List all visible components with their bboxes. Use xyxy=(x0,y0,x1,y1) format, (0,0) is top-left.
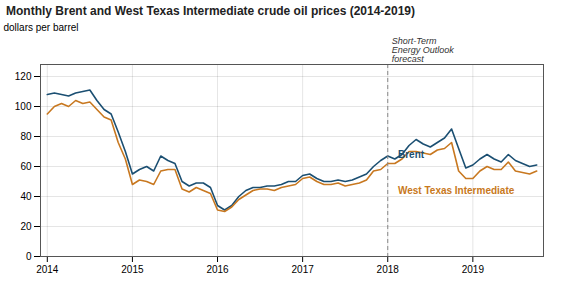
svg-text:60: 60 xyxy=(20,161,32,172)
svg-text:2014: 2014 xyxy=(36,264,59,275)
svg-text:2015: 2015 xyxy=(121,264,144,275)
svg-text:2019: 2019 xyxy=(462,264,485,275)
svg-text:40: 40 xyxy=(20,191,32,202)
svg-text:Short-TermEnergy Outlookforeca: Short-TermEnergy Outlookforecast xyxy=(392,36,455,64)
svg-text:2017: 2017 xyxy=(292,264,315,275)
svg-text:80: 80 xyxy=(20,131,32,142)
svg-text:Brent: Brent xyxy=(398,149,425,160)
svg-text:West Texas Intermediate: West Texas Intermediate xyxy=(398,185,515,196)
svg-text:120: 120 xyxy=(15,71,32,82)
svg-text:2018: 2018 xyxy=(377,264,400,275)
svg-text:dollars per barrel: dollars per barrel xyxy=(4,22,79,33)
svg-text:0: 0 xyxy=(26,251,32,262)
svg-text:20: 20 xyxy=(20,221,32,232)
svg-text:100: 100 xyxy=(15,101,32,112)
svg-text:2016: 2016 xyxy=(206,264,229,275)
html-text:Monthly Brent and West Texas I: Monthly Brent and West Texas Intermediat… xyxy=(6,4,415,18)
